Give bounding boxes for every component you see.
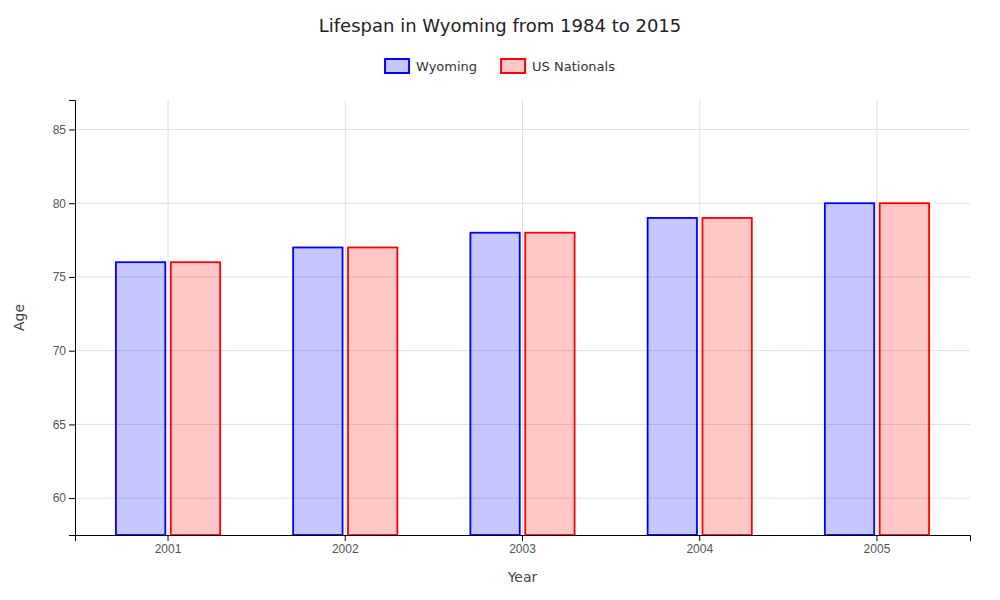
x-tick-mark — [876, 535, 877, 541]
x-tick-label: 2001 — [155, 542, 182, 556]
x-tick-mark — [345, 535, 346, 541]
plot: 60 65 70 75 80 85 2001 2002 2003 2004 2005 — [53, 100, 971, 556]
y-tick-label: 80 — [53, 197, 67, 211]
y-tick-mark — [69, 498, 75, 499]
chart: 60 65 70 75 80 85 2001 2002 2003 2004 2005 Year Age L… — [0, 0, 1000, 600]
legend-label: US Nationals — [532, 59, 615, 74]
x-tick: 2003 — [509, 535, 536, 556]
x-grid-line — [168, 100, 169, 535]
y-tick-label: 75 — [53, 270, 67, 284]
y-tick-mark — [69, 277, 75, 278]
y-tick: 70 — [53, 344, 75, 358]
y-tick-label: 60 — [53, 491, 67, 505]
y-tick-mark — [69, 424, 75, 425]
title: Lifespan in Wyoming from 1984 to 2015 — [319, 15, 682, 36]
x-tick-mark — [522, 535, 523, 541]
bar — [702, 218, 751, 535]
y-tick: 60 — [53, 491, 75, 505]
bar-series — [171, 203, 929, 535]
y-axis: 60 65 70 75 80 85 — [53, 101, 76, 536]
bar — [171, 262, 220, 535]
bar — [293, 247, 342, 535]
y-tick-mark — [69, 129, 75, 130]
x-grid-line — [345, 100, 346, 535]
legend-item: US Nationals — [501, 59, 615, 74]
grid — [75, 100, 970, 535]
y-tick-mark — [69, 203, 75, 204]
x-tick-label: 2002 — [332, 542, 359, 556]
bar — [525, 233, 574, 535]
bar — [470, 233, 519, 535]
x-tick: 2002 — [332, 535, 359, 556]
bars — [116, 203, 929, 535]
x-tick: 2004 — [686, 535, 713, 556]
y-tick: 80 — [53, 197, 75, 211]
x-axis: 2001 2002 2003 2004 2005 — [76, 535, 971, 556]
x-tick-mark — [699, 535, 700, 541]
x-axis-title: Year — [507, 569, 538, 585]
y-tick: 85 — [53, 123, 75, 137]
x-tick-mark — [168, 535, 169, 541]
y-tick: 65 — [53, 418, 75, 432]
bar — [825, 203, 874, 535]
y-tick-label: 85 — [53, 123, 67, 137]
y-axis-line — [69, 101, 76, 536]
x-grid-line — [522, 100, 523, 535]
y-tick: 75 — [53, 270, 75, 284]
bar — [648, 218, 697, 535]
legend: Wyoming US Nationals — [385, 59, 615, 74]
legend-label: Wyoming — [416, 59, 477, 74]
y-tick-label: 70 — [53, 344, 67, 358]
legend-item: Wyoming — [385, 59, 477, 74]
y-tick-label: 65 — [53, 418, 67, 432]
x-tick-label: 2003 — [509, 542, 536, 556]
y-tick-mark — [69, 351, 75, 352]
bar — [116, 262, 165, 535]
x-axis-line — [76, 536, 971, 542]
x-tick: 2005 — [864, 535, 891, 556]
x-tick-label: 2004 — [686, 542, 713, 556]
x-tick-label: 2005 — [864, 542, 891, 556]
legend-swatch — [501, 59, 525, 73]
legend-swatch — [385, 59, 409, 73]
x-grid-line — [699, 100, 700, 535]
bar — [348, 247, 397, 535]
y-axis-title: Age — [11, 304, 27, 331]
bar — [880, 203, 929, 535]
bar-series — [116, 203, 874, 535]
x-tick: 2001 — [155, 535, 182, 556]
x-grid-line — [876, 100, 877, 535]
